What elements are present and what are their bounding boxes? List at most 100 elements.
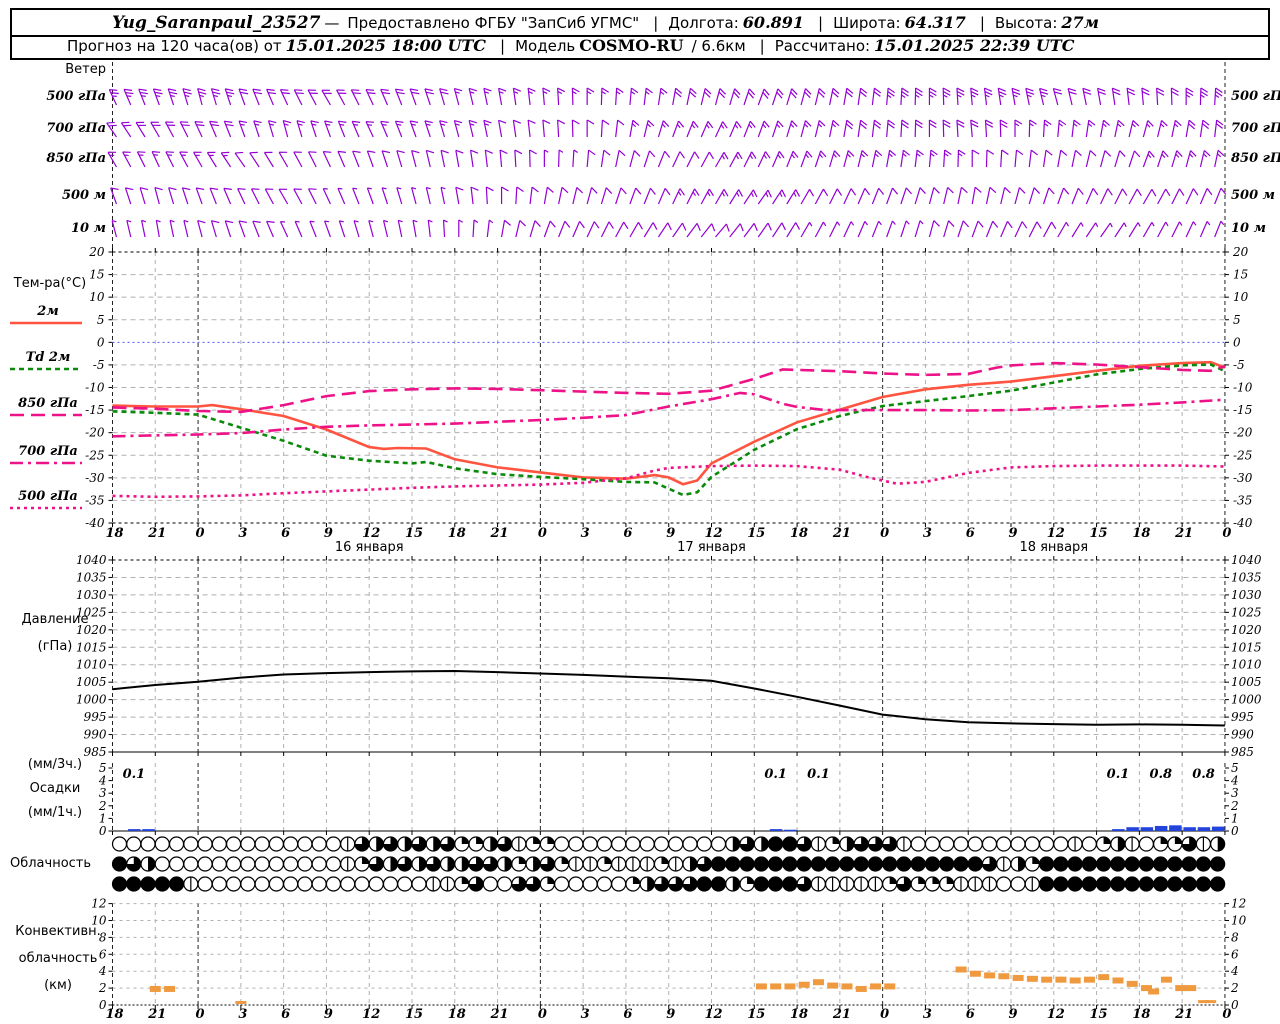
svg-text:0.8: 0.8	[1149, 767, 1172, 782]
svg-text:9: 9	[1008, 1007, 1017, 1022]
lon-label: Долгота:	[668, 13, 739, 32]
svg-text:10 м: 10 м	[71, 221, 106, 236]
svg-text:12: 12	[1047, 1007, 1065, 1022]
svg-text:985: 985	[1231, 745, 1254, 759]
svg-text:1040: 1040	[76, 553, 107, 567]
svg-text:1000: 1000	[76, 693, 107, 707]
svg-text:21: 21	[490, 526, 509, 541]
svg-text:985: 985	[84, 745, 107, 759]
svg-text:0.1: 0.1	[807, 767, 830, 782]
svg-text:0: 0	[1233, 335, 1241, 349]
svg-text:4: 4	[1230, 774, 1239, 788]
temp-series-Td 2м	[112, 363, 1226, 497]
svg-text:850 гПа: 850 гПа	[18, 396, 78, 411]
svg-text:0: 0	[99, 998, 107, 1012]
svg-text:0: 0	[97, 335, 105, 349]
svg-text:-15: -15	[85, 403, 104, 417]
svg-text:3: 3	[923, 526, 932, 541]
svg-text:15: 15	[747, 526, 765, 541]
x-axis-labels: 18 18 21 21 0 0 3 3 6 6 9 9 12 12 15 15 18 18 21 21 0 0 3 3 6 6 9 9…	[105, 526, 1231, 1022]
panel-labels: Ветер 500 гПа 500 гПа 700 гПа 700 гПа 850 гПа…	[10, 62, 1280, 993]
svg-text:9: 9	[324, 526, 333, 541]
svg-text:-25: -25	[85, 448, 104, 462]
svg-text:2: 2	[1230, 981, 1239, 995]
svg-text:Ветер: Ветер	[65, 62, 106, 77]
svg-text:10 м: 10 м	[1231, 221, 1266, 236]
forecast-prefix: Прогноз на 120 часа(ов) от	[67, 36, 282, 55]
svg-text:6: 6	[623, 1007, 632, 1022]
svg-text:15: 15	[405, 526, 423, 541]
cloud-rows	[111, 836, 1226, 892]
svg-text:0.1: 0.1	[764, 767, 787, 782]
svg-text:850 гПа: 850 гПа	[1231, 151, 1280, 166]
svg-text:8: 8	[1231, 930, 1239, 944]
svg-text:Конвективн.: Конвективн.	[15, 924, 101, 939]
svg-text:6: 6	[281, 526, 290, 541]
svg-text:21: 21	[490, 1007, 509, 1022]
svg-text:-30: -30	[85, 471, 105, 485]
calc-label: Рассчитано:	[774, 36, 871, 55]
svg-text:12: 12	[91, 897, 106, 911]
svg-text:10: 10	[91, 914, 107, 928]
svg-text:1025: 1025	[76, 605, 107, 619]
svg-text:17 января: 17 января	[677, 540, 746, 555]
svg-text:0: 0	[880, 526, 889, 541]
provider-text: Предоставлено ФГБУ "ЗапСиб УГМС"	[347, 13, 640, 32]
svg-text:1010: 1010	[1231, 658, 1262, 672]
svg-text:12: 12	[704, 526, 722, 541]
temp-series-850 гПа	[112, 361, 1226, 414]
svg-text:0.1: 0.1	[123, 767, 146, 782]
svg-text:3: 3	[581, 526, 590, 541]
svg-text:995: 995	[84, 710, 107, 724]
svg-text:3: 3	[238, 526, 247, 541]
svg-text:15: 15	[89, 268, 104, 282]
svg-text:(мм/3ч.): (мм/3ч.)	[28, 757, 82, 772]
svg-text:18: 18	[105, 526, 123, 541]
svg-text:Td 2м: Td 2м	[26, 350, 71, 365]
svg-text:21: 21	[147, 526, 166, 541]
header-line1: Yug_Saranpaul_23527 — Предоставлено ФГБУ…	[10, 8, 1270, 37]
svg-text:1030: 1030	[76, 588, 107, 602]
svg-text:1020: 1020	[1231, 623, 1262, 637]
svg-text:-30: -30	[1233, 471, 1253, 485]
svg-text:Тем-ра(°C): Тем-ра(°C)	[13, 276, 86, 291]
svg-text:12: 12	[362, 1007, 380, 1022]
svg-text:12: 12	[1047, 526, 1065, 541]
separator: |	[979, 13, 985, 32]
svg-text:1010: 1010	[76, 658, 107, 672]
header-dash: —	[324, 13, 340, 32]
svg-text:21: 21	[1174, 1007, 1193, 1022]
axis-ticks	[108, 248, 1229, 1009]
svg-text:4: 4	[98, 774, 107, 788]
svg-text:20: 20	[1232, 245, 1249, 259]
calc-time: 15.01.2025 22:39 UTC	[874, 36, 1075, 55]
svg-text:21: 21	[832, 1007, 851, 1022]
svg-text:18: 18	[448, 526, 466, 541]
svg-text:(гПа): (гПа)	[38, 639, 73, 654]
separator: |	[818, 13, 824, 32]
svg-text:18: 18	[790, 526, 808, 541]
svg-text:16 января: 16 января	[335, 540, 404, 555]
svg-text:2: 2	[1230, 799, 1239, 813]
svg-text:10: 10	[89, 290, 105, 304]
svg-text:990: 990	[84, 728, 107, 742]
svg-text:0: 0	[99, 824, 107, 838]
svg-text:15: 15	[1233, 268, 1248, 282]
svg-text:18: 18	[448, 1007, 466, 1022]
svg-text:5: 5	[97, 313, 105, 327]
svg-text:(мм/1ч.): (мм/1ч.)	[28, 805, 82, 820]
svg-text:6: 6	[623, 526, 632, 541]
svg-text:10: 10	[1231, 914, 1247, 928]
svg-text:15: 15	[405, 1007, 423, 1022]
wind-barbs	[106, 87, 1227, 238]
svg-text:18: 18	[1132, 1007, 1150, 1022]
svg-text:1025: 1025	[1231, 605, 1262, 619]
svg-text:10: 10	[1233, 290, 1249, 304]
svg-text:0: 0	[880, 1007, 889, 1022]
svg-text:4: 4	[98, 964, 107, 978]
svg-text:500 м: 500 м	[1231, 188, 1275, 203]
separator: |	[759, 36, 765, 55]
svg-text:15: 15	[1090, 526, 1108, 541]
meteogram-chart: -40 -40 -35 -35 -30 -30 -25 -25 -20 -20 -15 -15 -10 -…	[10, 62, 1280, 1022]
